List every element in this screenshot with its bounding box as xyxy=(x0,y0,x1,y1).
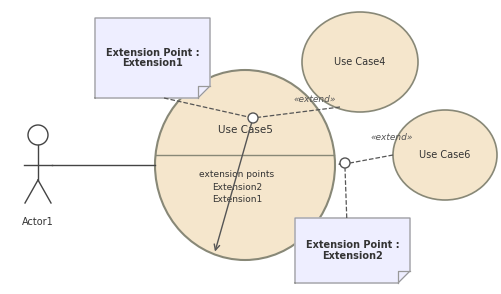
Circle shape xyxy=(28,125,48,145)
Text: Use Case5: Use Case5 xyxy=(217,125,273,135)
Text: Use Case6: Use Case6 xyxy=(419,150,470,160)
Ellipse shape xyxy=(155,70,335,260)
Text: «extend»: «extend» xyxy=(371,133,413,143)
Ellipse shape xyxy=(302,12,418,112)
Text: Extension Point :: Extension Point : xyxy=(306,240,399,250)
Polygon shape xyxy=(95,18,210,98)
Circle shape xyxy=(340,158,350,168)
Text: Extension2: Extension2 xyxy=(322,251,383,261)
Text: extension points
Extension2
Extension1: extension points Extension2 Extension1 xyxy=(199,170,275,204)
Text: Use Case4: Use Case4 xyxy=(334,57,386,67)
Circle shape xyxy=(248,113,258,123)
Ellipse shape xyxy=(393,110,497,200)
Polygon shape xyxy=(295,218,410,283)
Text: «extend»: «extend» xyxy=(294,96,336,104)
Text: Extension Point :: Extension Point : xyxy=(106,48,199,58)
Text: Extension1: Extension1 xyxy=(122,59,183,69)
Text: Actor1: Actor1 xyxy=(22,217,54,227)
